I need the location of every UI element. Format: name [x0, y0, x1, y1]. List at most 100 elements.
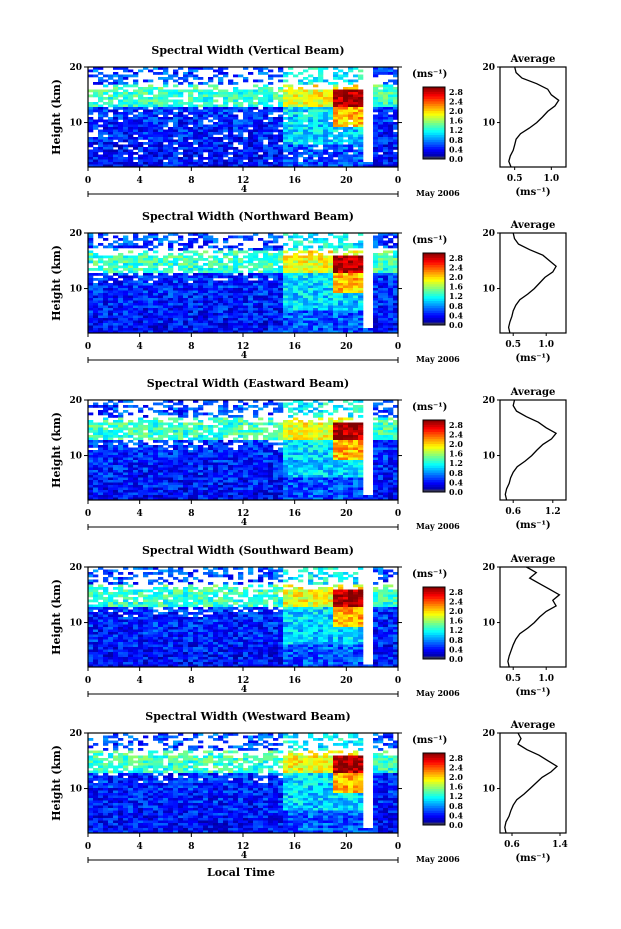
heatmap-cell [358, 250, 364, 254]
heatmap-cell [338, 157, 344, 160]
heatmap-cell [128, 104, 134, 108]
heatmap-cell [173, 417, 179, 421]
heatmap-cell [338, 305, 344, 309]
heatmap-cell [293, 318, 299, 321]
heatmap-cell [373, 422, 379, 426]
heatmap-cell [383, 425, 389, 428]
heatmap-cell [128, 137, 134, 140]
heatmap-cell [348, 402, 354, 406]
heatmap-cell [368, 330, 374, 334]
heatmap-cell [138, 260, 144, 264]
heatmap-cell [223, 300, 229, 304]
heatmap-cell [348, 104, 354, 108]
heatmap-cell [158, 147, 164, 150]
heatmap-cell [113, 315, 119, 319]
heatmap-cell [328, 243, 334, 246]
heatmap-cell [123, 328, 129, 331]
heatmap-cell [233, 305, 239, 309]
heatmap-cell [178, 152, 184, 155]
heatmap-cell [353, 142, 359, 145]
heatmap-cell [353, 119, 359, 123]
heatmap-cell [193, 260, 199, 264]
heatmap-cell [288, 440, 294, 443]
heatmap-cell [133, 430, 139, 433]
heatmap-cell [238, 94, 244, 98]
heatmap-cell [138, 94, 144, 98]
heatmap-cell [338, 109, 344, 113]
heatmap-cell [178, 147, 184, 150]
heatmap-cell [278, 132, 284, 135]
heatmap-cell [183, 300, 189, 304]
heatmap-cell [288, 94, 294, 98]
heatmap-cell [108, 122, 114, 125]
heatmap-cell [183, 323, 189, 326]
heatmap-cell [233, 255, 239, 259]
heatmap-cell [223, 265, 229, 269]
heatmap-cell [283, 437, 289, 441]
heatmap-cell [118, 94, 124, 98]
heatmap-cell [288, 132, 294, 135]
heatmap-cell [238, 330, 244, 334]
heatmap-cell [153, 265, 159, 269]
heatmap-cell [308, 447, 314, 451]
heatmap-cell [108, 94, 114, 98]
heatmap-cell [378, 99, 384, 103]
heatmap-cell [268, 275, 274, 279]
heatmap-cell [253, 84, 259, 88]
heatmap-cell [373, 298, 379, 301]
heatmap-cell [198, 290, 204, 294]
heatmap-cell [218, 122, 224, 125]
heatmap-cell [248, 298, 254, 301]
heatmap-cell [253, 280, 259, 284]
heatmap-cell [168, 89, 174, 93]
heatmap-cell [343, 270, 349, 274]
heatmap-cell [273, 422, 279, 426]
heatmap-cell [123, 119, 129, 123]
heatmap-cell [373, 72, 379, 75]
heatmap-cell [343, 442, 349, 446]
heatmap-cell [123, 144, 129, 148]
heatmap-cell [303, 142, 309, 145]
heatmap-cell [298, 405, 304, 408]
heatmap-cell [93, 432, 99, 436]
heatmap-cell [128, 325, 134, 329]
heatmap-cell [153, 255, 159, 259]
heatmap-cell [173, 288, 179, 291]
heatmap-cell [113, 255, 119, 259]
heatmap-cell [358, 270, 364, 274]
heatmap-cell [283, 405, 289, 408]
heatmap-cell [273, 238, 279, 241]
heatmap-cell [248, 288, 254, 291]
heatmap-cell [123, 293, 129, 296]
heatmap-cell [158, 422, 164, 426]
heatmap-cell [258, 290, 264, 294]
heatmap-cell [293, 280, 299, 284]
heatmap-cell [318, 152, 324, 155]
heatmap-cell [233, 308, 239, 311]
heatmap-cell [243, 162, 249, 165]
heatmap-cell [118, 162, 124, 165]
heatmap-cell [263, 97, 269, 100]
heatmap-cell [268, 233, 274, 236]
heatmap-cell [183, 159, 189, 163]
heatmap-cell [128, 270, 134, 274]
heatmap-cell [88, 139, 94, 143]
heatmap-cell [248, 313, 254, 316]
heatmap-cell [158, 243, 164, 246]
heatmap-cell [198, 310, 204, 314]
heatmap-cell [393, 72, 399, 75]
heatmap-cell [378, 235, 384, 239]
colorbar-tick-label: 0.4 [449, 310, 463, 320]
heatmap-cell [98, 310, 104, 314]
heatmap-cell [258, 308, 264, 311]
heatmap-cell [273, 258, 279, 261]
heatmap-cell [278, 265, 284, 269]
heatmap-cell [328, 94, 334, 98]
heatmap-cell [118, 328, 124, 331]
heatmap-cell [263, 152, 269, 155]
heatmap-cell [353, 104, 359, 108]
heatmap-cell [113, 447, 119, 451]
heatmap-cell [143, 162, 149, 165]
heatmap-cell [148, 69, 154, 73]
heatmap-cell [123, 134, 129, 138]
